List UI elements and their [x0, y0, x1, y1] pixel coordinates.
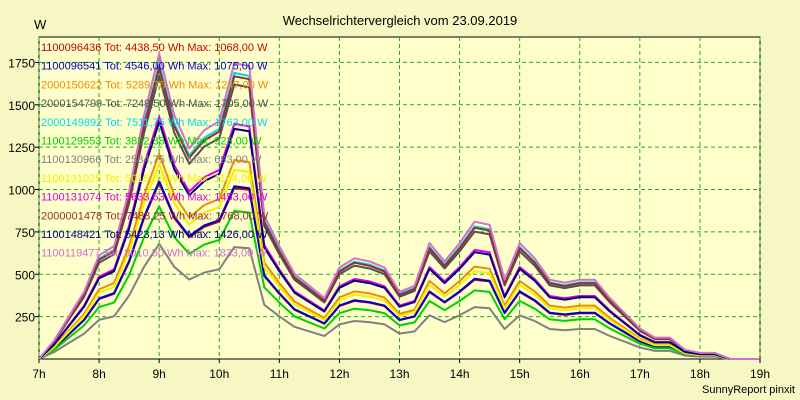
legend-entry-1100130966: 1100130966 Tot: 2584,75 Wh Max: 693,00 W	[41, 154, 262, 166]
series-line-1100130966	[38, 242, 760, 360]
legend-entry-1100131074: 1100131074 Tot: 5633,63 Wh Max: 1453,00 …	[41, 192, 268, 204]
series-line-1100129553	[38, 205, 760, 360]
series-line-1100148421	[38, 120, 760, 360]
y-tick-label: 750	[15, 226, 35, 240]
y-tick-label: 500	[15, 268, 35, 282]
legend-entry-2000149892: 2000149892 Tot: 7511,75 Wh Max: 1763,00 …	[41, 117, 268, 129]
x-tick-label: 16h	[570, 367, 590, 381]
legend-entry-1100148421: 1100148421 Tot: 5423,13 Wh Max: 1426,00 …	[41, 229, 268, 241]
series-line-1100119477	[38, 52, 760, 360]
x-tick-label: 7h	[32, 367, 45, 381]
x-tick-label: 18h	[690, 367, 710, 381]
legend-entry-1100096541: 1100096541 Tot: 4546,00 Wh Max: 1075,00 …	[41, 61, 268, 73]
series-lines	[38, 52, 760, 360]
x-tick-label: 15h	[510, 367, 530, 381]
x-tick-label: 8h	[92, 367, 105, 381]
legend-entry-1100096436: 1100096436 Tot: 4438,50 Wh Max: 1068,00 …	[41, 42, 268, 54]
legend-entry-2000001478: 2000001478 Tot: 7488,25 Wh Max: 1768,00 …	[41, 210, 269, 222]
y-tick-label: 1500	[8, 99, 35, 113]
x-tick-label: 9h	[152, 367, 165, 381]
footer-credit: SunnyReport pinxit	[702, 384, 795, 396]
chart-title: Wechselrichtervergleich vom 23.09.2019	[283, 13, 518, 28]
legend-entry-2000150622: 2000150622 Tot: 5289,75 Wh Max: 1247,00 …	[41, 79, 269, 91]
y-axis-unit: W	[34, 17, 47, 32]
x-tick-label: 12h	[329, 367, 349, 381]
x-tick-label: 10h	[209, 367, 229, 381]
x-tick-label: 19h	[750, 367, 770, 381]
x-tick-label: 14h	[450, 367, 470, 381]
y-tick-label: 1000	[8, 184, 35, 198]
legend: 1100096436 Tot: 4438,50 Wh Max: 1068,00 …	[41, 42, 269, 260]
legend-entry-1100129553: 1100129553 Tot: 3852,88 Wh Max: 923,00 W	[41, 136, 262, 148]
x-tick-label: 17h	[630, 367, 650, 381]
y-tick-label: 1250	[8, 141, 35, 155]
x-tick-label: 13h	[389, 367, 409, 381]
legend-entry-1100119477: 1100119477 Tot: 8010,50 Wh Max: 1833,00 …	[41, 248, 267, 260]
x-tick-label: 11h	[270, 367, 289, 381]
series-line-1100131025	[38, 163, 760, 360]
axes: 7h 8h 9h 10h 11h 12h 13h 14h 15h 16h 17h 18h 19h 250 5…	[8, 56, 770, 381]
series-line-1100096541	[38, 180, 760, 360]
legend-entry-1100131025: 1100131025 Tot: 5015,88 Wh Max: 1184,00 …	[41, 173, 267, 185]
y-tick-label: 1750	[8, 56, 35, 70]
series-line-2000001478	[38, 66, 760, 360]
legend-entry-2000154799: 2000154799 Tot: 7249,50 Wh Max: 1705,00 …	[41, 98, 269, 110]
y-tick-label: 250	[15, 311, 35, 325]
